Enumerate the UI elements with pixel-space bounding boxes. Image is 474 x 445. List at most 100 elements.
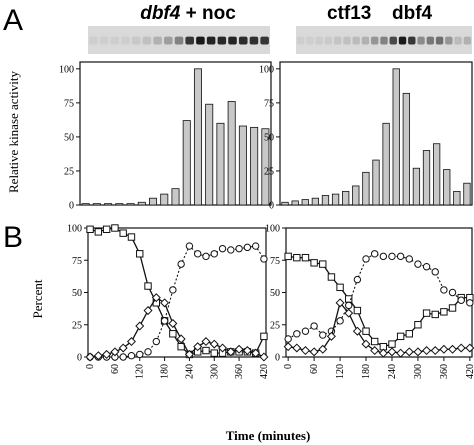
line-right-series-circle-point-20 bbox=[457, 296, 465, 304]
blot-left-band-12 bbox=[217, 36, 227, 45]
bar-left-bar-7 bbox=[160, 193, 169, 206]
blot-right-band-13 bbox=[417, 36, 425, 45]
line-left-series-square-point-15 bbox=[210, 349, 218, 357]
blot-left-band-16 bbox=[260, 36, 269, 45]
bar-right-bar-0 bbox=[281, 201, 289, 206]
line-right-series-circle-point-14 bbox=[405, 255, 413, 263]
blot-right-band-2 bbox=[315, 36, 323, 45]
line-right-ytick-label-0: 0 bbox=[275, 353, 280, 364]
line-left-series-square-point-3 bbox=[111, 224, 119, 232]
line-right-series-square-point-1 bbox=[293, 253, 301, 262]
line-left-series-diamond-point-15 bbox=[209, 339, 219, 349]
line-left-series-diamond-point-1 bbox=[93, 351, 103, 361]
line-right-series-square-point-9 bbox=[362, 327, 370, 335]
blot-right-band-0 bbox=[296, 36, 305, 45]
line-left-series-circle-point-17 bbox=[227, 246, 235, 254]
line-right-series-diamond-line bbox=[288, 301, 470, 354]
line-right-ytick-label-3: 75 bbox=[270, 256, 280, 267]
line-left-series-circle-point-21 bbox=[260, 255, 268, 263]
line-right-xtick-label-5: 300 bbox=[413, 364, 424, 379]
line-right-series-square-point-18 bbox=[440, 308, 448, 316]
line-left-series-circle-point-11 bbox=[177, 260, 185, 268]
line-right-series-square-point-8 bbox=[353, 306, 362, 315]
bar-left-ytick-label-1: 25 bbox=[64, 166, 74, 177]
bar-right-bar-4 bbox=[321, 195, 330, 206]
bar-chart-left: 0 25 50 75 100 bbox=[59, 61, 272, 212]
line-right-series-diamond-point-1 bbox=[292, 343, 302, 353]
bar-left-bar-6 bbox=[149, 197, 158, 206]
bar-chart-right: 0 25 50 75 100 bbox=[259, 61, 473, 212]
line-right-series-circle-point-3 bbox=[310, 322, 318, 330]
line-right-xtick-label-2: 120 bbox=[335, 364, 346, 379]
bar-right-bar-10 bbox=[382, 122, 390, 206]
line-right-series-circle-point-2 bbox=[301, 327, 310, 335]
line-left-series-square-point-1 bbox=[94, 228, 103, 236]
line-left-ytick-label-4: 100 bbox=[67, 224, 82, 235]
blot-right-band-9 bbox=[380, 36, 388, 45]
line-left-series-diamond-point-21 bbox=[259, 352, 269, 362]
right-blot-gene1: ctf13 bbox=[327, 3, 371, 24]
line-left-ytick-label-3: 75 bbox=[72, 256, 82, 267]
bar-left-bar-2 bbox=[104, 203, 113, 206]
blot-left-band-1 bbox=[99, 36, 109, 45]
line-left-series-diamond-point-11 bbox=[176, 334, 186, 344]
line-right-series-square-point-14 bbox=[405, 330, 413, 338]
bar-right-bar-11 bbox=[392, 68, 400, 206]
line-right-series-diamond-point-16 bbox=[422, 346, 432, 356]
bar-right-bar-3 bbox=[311, 197, 320, 206]
line-right-series-square-point-17 bbox=[431, 310, 439, 319]
line-right-series-diamond-point-20 bbox=[456, 343, 466, 353]
line-right-series-diamond-point-18 bbox=[439, 344, 449, 354]
line-right-series-diamond-point-9 bbox=[361, 339, 371, 349]
line-right-series-square-point-15 bbox=[414, 321, 422, 329]
bar-right-bar-2 bbox=[301, 199, 309, 206]
line-right-series-circle-point-11 bbox=[379, 252, 388, 261]
blot-right bbox=[296, 26, 472, 54]
line-left-series-diamond-point-4 bbox=[118, 343, 128, 353]
line-left-xtick-label-7: 420 bbox=[259, 364, 270, 379]
line-left-series-circle-point-7 bbox=[144, 348, 152, 356]
blot-right-band-14 bbox=[426, 36, 435, 45]
blot-left-band-14 bbox=[238, 36, 248, 45]
bar-right-bar-1 bbox=[291, 200, 299, 206]
bar-right-bar-18 bbox=[463, 182, 471, 206]
left-blot-title: dbf4 + noc bbox=[140, 3, 236, 24]
line-left-series-circle-point-9 bbox=[160, 317, 169, 325]
line-left-series-diamond-point-0 bbox=[85, 352, 95, 362]
line-left-xtick-label-1: 60 bbox=[110, 364, 121, 374]
bar-right-ytick-label-1: 25 bbox=[264, 166, 274, 177]
bar-right-bar-9 bbox=[372, 159, 380, 206]
line-right-series-square-point-4 bbox=[319, 260, 327, 268]
bar-right-ytick-label-0: 0 bbox=[269, 201, 274, 212]
line-left-series-circle-point-18 bbox=[235, 244, 243, 253]
line-left-xtick-label-4: 240 bbox=[184, 364, 195, 379]
line-left-series-circle-point-12 bbox=[185, 242, 194, 250]
blot-right-band-1 bbox=[306, 36, 314, 45]
blot-left-band-6 bbox=[153, 36, 162, 45]
line-left-series-circle-point-14 bbox=[202, 252, 210, 261]
line-right-series-square-line bbox=[288, 255, 470, 348]
blot-left-band-5 bbox=[142, 36, 152, 45]
line-right-series-diamond-point-21 bbox=[465, 343, 474, 353]
line-right-series-circle-point-7 bbox=[345, 301, 353, 310]
line-left-series-square-point-0 bbox=[86, 225, 94, 233]
blot-left-band-0 bbox=[89, 36, 98, 45]
line-left-series-diamond-point-20 bbox=[251, 348, 261, 358]
line-right-series-diamond-point-14 bbox=[404, 347, 414, 357]
bar-left-bar-5 bbox=[137, 201, 146, 206]
blot-left-band-2 bbox=[110, 36, 120, 45]
line-left-series-diamond-point-18 bbox=[234, 344, 244, 354]
bar-left-bar-8 bbox=[171, 188, 180, 206]
bar-right-bar-13 bbox=[412, 167, 421, 206]
line-right-series-square-point-3 bbox=[310, 259, 318, 267]
line-right-series-circle-point-4 bbox=[319, 331, 327, 339]
line-left-xtick-label-6: 360 bbox=[234, 364, 245, 379]
bar-left-ytick-label-0: 0 bbox=[69, 201, 74, 212]
blot-right-band-8 bbox=[371, 36, 379, 45]
line-left-series-diamond-line bbox=[89, 296, 265, 358]
line-right-series-diamond-point-7 bbox=[344, 308, 354, 318]
line-left-series-circle-point-10 bbox=[169, 286, 177, 294]
line-left-series-square-point-6 bbox=[136, 250, 144, 258]
right-blot-gene2: dbf4 bbox=[392, 3, 433, 24]
blot-right-band-5 bbox=[343, 36, 351, 45]
